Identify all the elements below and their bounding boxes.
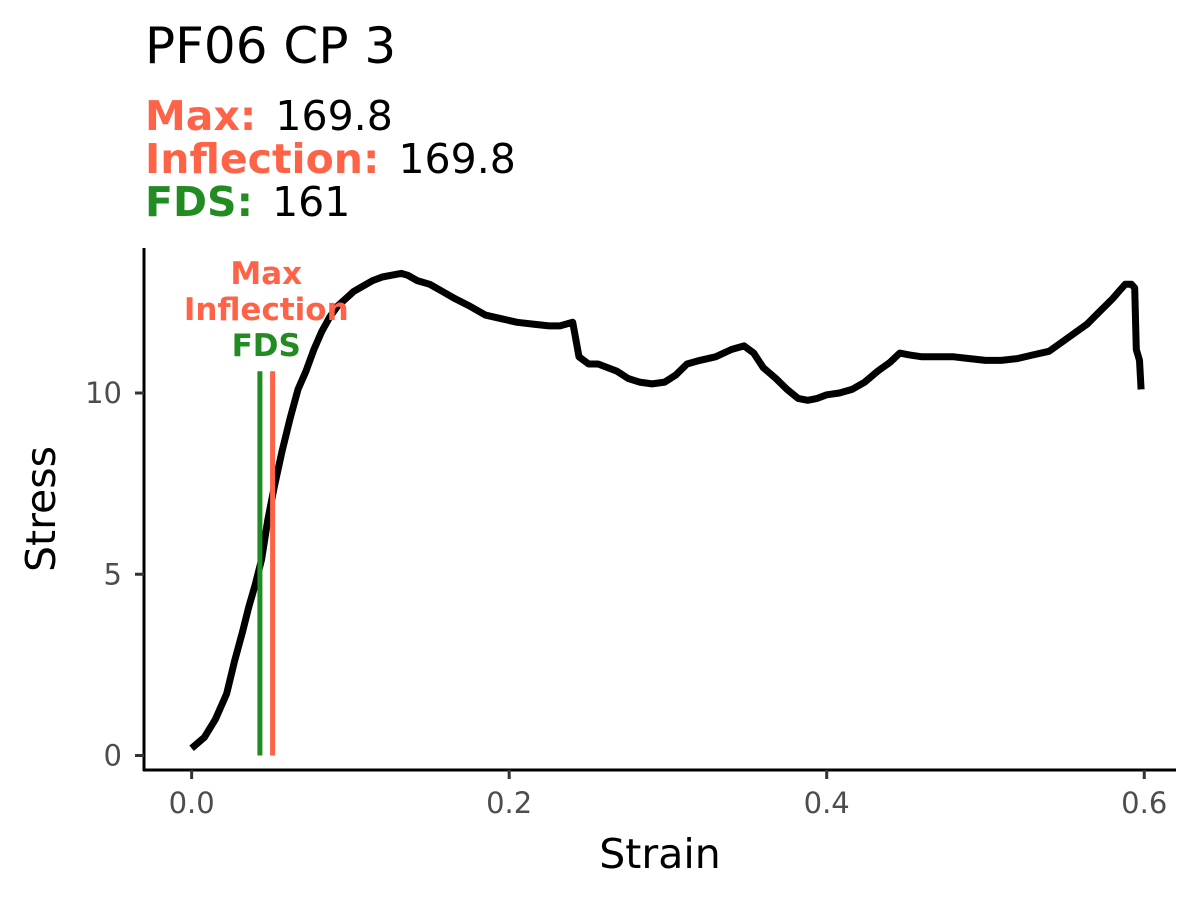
plot-area — [189, 269, 1145, 751]
stat-max: Max: 169.8 — [145, 92, 393, 140]
stat-inflection-value: 169.8 — [398, 135, 515, 183]
stress-strain-line — [189, 269, 1145, 751]
stat-max-value: 169.8 — [275, 92, 392, 140]
stat-fds-value: 161 — [272, 178, 350, 226]
stat-fds: FDS: 161 — [145, 178, 350, 226]
stat-max-label: Max: — [145, 92, 256, 140]
marker-label-fds: FDS — [232, 328, 301, 364]
stat-fds-label: FDS: — [145, 178, 253, 226]
axis-ticks: 0.0 0.2 0.4 0.6 0 5 10 — [85, 376, 1167, 820]
x-tick-label: 0.2 — [486, 786, 532, 820]
y-axis-title: Stress — [17, 446, 65, 572]
y-tick-label: 10 — [85, 376, 122, 410]
stat-inflection-label: Inflection: — [145, 135, 379, 183]
x-tick-label: 0.4 — [804, 786, 850, 820]
x-tick-label: 0.0 — [169, 786, 215, 820]
marker-label-inflection: Inflection — [184, 292, 349, 328]
x-axis-title: Strain — [599, 830, 720, 878]
marker-label-max: Max — [230, 256, 302, 292]
stat-inflection: Inflection: 169.8 — [145, 135, 516, 183]
y-tick-label: 5 — [104, 557, 122, 591]
x-tick-label: 0.6 — [1121, 786, 1167, 820]
chart-title: PF06 CP 3 — [145, 17, 396, 75]
y-tick-label: 0 — [104, 739, 122, 773]
